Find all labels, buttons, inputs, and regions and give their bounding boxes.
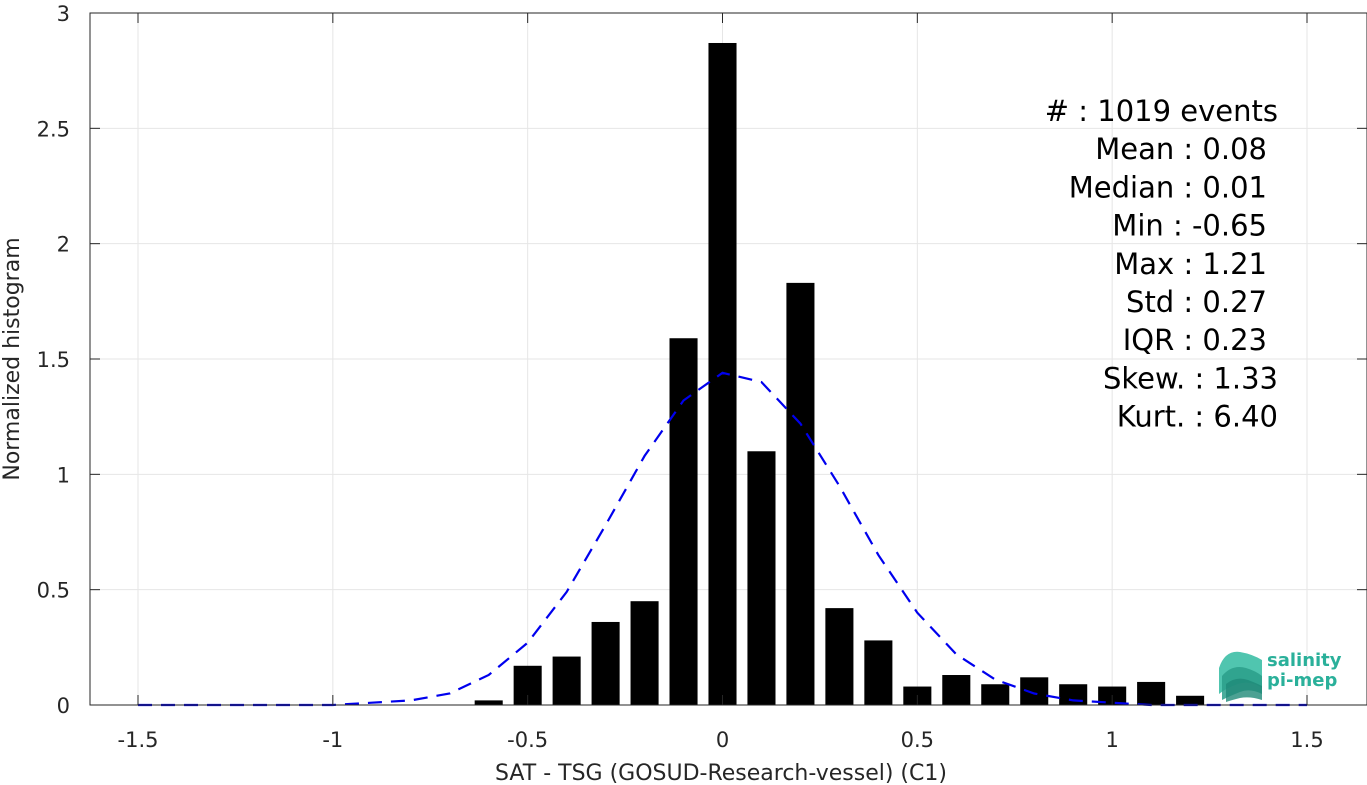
histogram-bar	[825, 608, 854, 705]
stats-line: Mean : 0.08	[1095, 132, 1267, 166]
stats-line: Std : 0.27	[1126, 285, 1267, 319]
logo-wave-icon	[1219, 651, 1262, 702]
stats-line: Skew. : 1.33	[1103, 361, 1278, 395]
histogram-bar	[981, 684, 1010, 705]
x-tick-label: 0	[716, 728, 729, 752]
x-tick-label: 0.5	[901, 728, 934, 752]
salinity-pimep-logo: salinity pi-mep	[1219, 650, 1342, 702]
histogram-bars	[474, 42, 1205, 705]
y-tick-label: 2.5	[37, 117, 70, 141]
histogram-bar	[591, 621, 620, 705]
stats-line: Max : 1.21	[1114, 247, 1267, 281]
y-axis-label: Normalized histogram	[0, 237, 25, 480]
y-tick-label: 1	[57, 463, 70, 487]
histogram-bar	[786, 282, 815, 705]
y-tick-label: 2	[57, 233, 70, 257]
stats-line: Kurt. : 6.40	[1117, 400, 1278, 434]
logo-text-pimep: pi-mep	[1267, 670, 1337, 691]
histogram-bar	[630, 601, 659, 705]
x-axis-ticks: -1.5 -1 -0.5 0 0.5 1 1.5	[118, 13, 1324, 752]
y-tick-label: 3	[57, 2, 70, 26]
y-tick-label: 0	[57, 694, 70, 718]
histogram-bar	[552, 656, 581, 705]
x-tick-label: -0.5	[507, 728, 548, 752]
logo-text-salinity: salinity	[1267, 650, 1342, 671]
stats-box: # : 1019 events Mean : 0.08 Median : 0.01 M…	[1045, 94, 1278, 434]
x-tick-label: 1.5	[1290, 728, 1323, 752]
histogram-bar	[942, 675, 971, 705]
histogram-bar	[669, 338, 698, 705]
y-tick-label: 0.5	[37, 579, 70, 603]
histogram-bar	[1059, 684, 1088, 705]
x-axis-label: SAT - TSG (GOSUD-Research-vessel) (C1)	[495, 761, 947, 785]
stats-line: IQR : 0.23	[1123, 323, 1267, 357]
stats-line: Min : -0.65	[1112, 209, 1267, 243]
histogram-bar	[864, 640, 893, 705]
histogram-bar	[1176, 695, 1205, 705]
stats-line: Median : 0.01	[1069, 170, 1267, 204]
x-tick-label: -1	[322, 728, 343, 752]
histogram-bar	[1137, 681, 1166, 705]
y-axis-ticks: 0 0.5 1 1.5 2 2.5 3	[37, 2, 1367, 718]
x-tick-label: 1	[1105, 728, 1118, 752]
stats-line: # : 1019 events	[1045, 94, 1278, 128]
histogram-bar	[474, 700, 503, 705]
histogram-bar	[747, 451, 776, 705]
y-tick-label: 1.5	[37, 348, 70, 372]
x-tick-label: -1.5	[118, 728, 159, 752]
